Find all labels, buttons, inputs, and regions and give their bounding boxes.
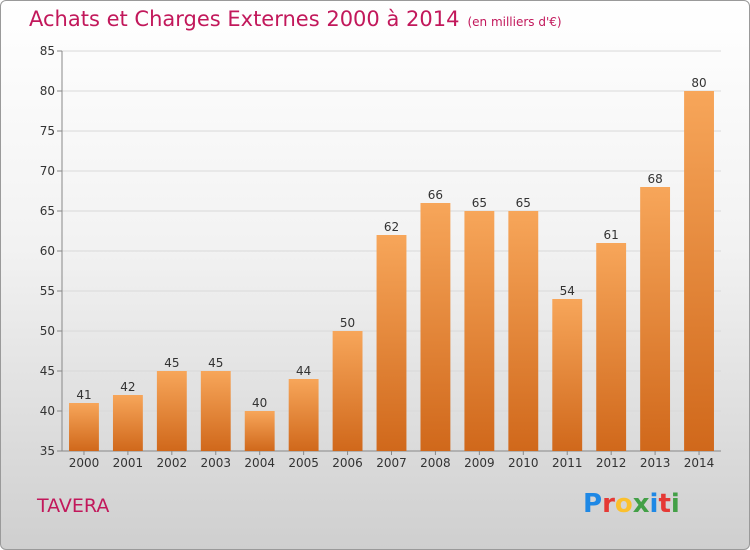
y-tick-label: 40 bbox=[40, 404, 55, 418]
x-tick-label: 2007 bbox=[376, 456, 407, 470]
bar-value-label: 66 bbox=[428, 188, 443, 202]
x-tick-label: 2005 bbox=[288, 456, 319, 470]
x-tick-label: 2003 bbox=[200, 456, 231, 470]
x-tick-label: 2001 bbox=[113, 456, 144, 470]
bar bbox=[376, 235, 407, 451]
bar bbox=[69, 403, 99, 451]
bar bbox=[464, 211, 495, 451]
x-tick-label: 2014 bbox=[684, 456, 715, 470]
bar bbox=[508, 211, 539, 451]
y-tick-label: 85 bbox=[40, 44, 55, 58]
x-tick-label: 2006 bbox=[332, 456, 363, 470]
x-tick-label: 2002 bbox=[157, 456, 188, 470]
bar bbox=[200, 371, 231, 451]
bar-value-label: 65 bbox=[516, 196, 531, 210]
logo-letter: i bbox=[670, 489, 680, 519]
bar bbox=[332, 331, 363, 451]
bar bbox=[244, 411, 275, 451]
chart-title: Achats et Charges Externes 2000 à 2014 (e… bbox=[29, 7, 562, 31]
commune-name: TAVERA bbox=[37, 495, 110, 517]
bar-value-label: 50 bbox=[340, 316, 355, 330]
logo-letter: r bbox=[602, 489, 615, 519]
y-tick-label: 45 bbox=[40, 364, 55, 378]
logo-letter: P bbox=[583, 489, 603, 519]
bar bbox=[552, 299, 583, 451]
bar-value-label: 44 bbox=[296, 364, 311, 378]
bar-value-label: 45 bbox=[208, 356, 223, 370]
bar bbox=[288, 379, 319, 451]
y-tick-label: 80 bbox=[40, 84, 55, 98]
x-tick-label: 2008 bbox=[420, 456, 451, 470]
bar bbox=[420, 203, 451, 451]
y-tick-label: 35 bbox=[40, 444, 55, 458]
y-tick-label: 75 bbox=[40, 124, 55, 138]
bar-value-label: 62 bbox=[384, 220, 399, 234]
bar-value-label: 40 bbox=[252, 396, 267, 410]
logo-letter: x bbox=[632, 489, 650, 519]
bar-value-label: 41 bbox=[76, 388, 91, 402]
bar-value-label: 61 bbox=[604, 228, 619, 242]
x-tick-label: 2012 bbox=[596, 456, 627, 470]
x-tick-label: 2009 bbox=[464, 456, 495, 470]
bar bbox=[640, 187, 671, 451]
logo-letter: t bbox=[658, 489, 671, 519]
y-tick-label: 50 bbox=[40, 324, 55, 338]
bar bbox=[156, 371, 187, 451]
bar-value-label: 54 bbox=[560, 284, 575, 298]
x-tick-label: 2004 bbox=[244, 456, 275, 470]
x-tick-label: 2000 bbox=[69, 456, 100, 470]
y-tick-label: 55 bbox=[40, 284, 55, 298]
x-tick-label: 2011 bbox=[552, 456, 583, 470]
logo-letter: i bbox=[649, 489, 659, 519]
y-tick-label: 60 bbox=[40, 244, 55, 258]
y-tick-label: 70 bbox=[40, 164, 55, 178]
title-text: Achats et Charges Externes 2000 à 2014 bbox=[29, 7, 460, 31]
bar bbox=[684, 91, 714, 451]
bars bbox=[69, 91, 714, 451]
bar-value-label: 80 bbox=[691, 76, 706, 90]
bar-value-label: 68 bbox=[647, 172, 662, 186]
x-tick-label: 2010 bbox=[508, 456, 539, 470]
x-tick-label: 2013 bbox=[640, 456, 671, 470]
bar-value-label: 45 bbox=[164, 356, 179, 370]
bar bbox=[596, 243, 627, 451]
chart-subtitle: (en milliers d'€) bbox=[467, 15, 562, 29]
y-tick-label: 65 bbox=[40, 204, 55, 218]
proxiti-logo: Proxiti bbox=[583, 489, 680, 519]
labels: 35 40 45 50 55 60 65 70 75 80 85 2000 41 2001 42 2002 45… bbox=[40, 44, 715, 470]
bar-value-label: 42 bbox=[120, 380, 135, 394]
bar-value-label: 65 bbox=[472, 196, 487, 210]
logo-letter: o bbox=[614, 489, 633, 519]
bar bbox=[112, 395, 143, 451]
